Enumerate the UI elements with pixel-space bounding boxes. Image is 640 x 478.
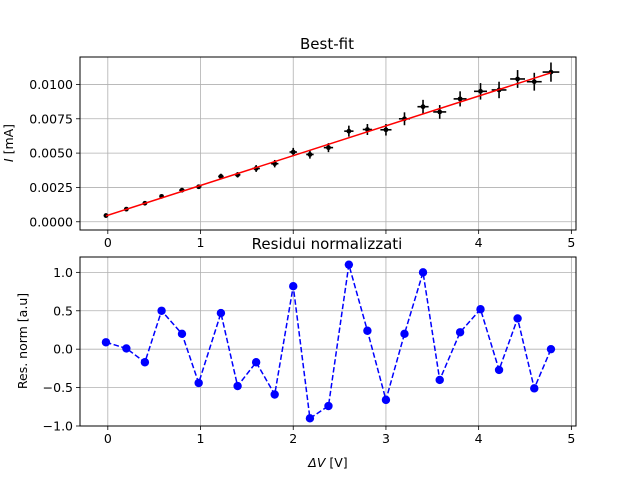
residual-marker (418, 268, 428, 277)
best-fit-y-tick-label: 0.0050 (29, 146, 73, 161)
residual-marker (216, 308, 226, 318)
residuals-series (101, 260, 556, 423)
data-point-marker (290, 149, 296, 155)
data-point-marker (326, 145, 331, 151)
residuals-y-tick-label: 0.5 (53, 303, 73, 318)
best-fit-x-tick-label: 4 (475, 235, 483, 250)
residual-marker (400, 329, 409, 339)
residual-marker (157, 306, 166, 315)
data-point-marker (420, 104, 426, 110)
residual-marker (476, 305, 485, 314)
best-fit-y-tick-label: 0.0000 (29, 214, 73, 229)
residual-marker (513, 314, 522, 323)
data-point-marker (531, 79, 537, 85)
best-fit-axes-frame (79, 56, 577, 231)
residual-marker (546, 344, 556, 354)
best-fit-grid (80, 57, 576, 230)
residual-marker (251, 358, 261, 367)
residual-marker (289, 281, 298, 291)
data-point-marker (307, 152, 313, 157)
residuals-y-tick-label: 0.0 (53, 342, 73, 357)
residuals-y-tick-label: −0.5 (43, 380, 73, 395)
residuals-y-tick-label: 1.0 (53, 265, 73, 280)
residuals-x-axis-label: ΔV [V] (307, 455, 347, 470)
residual-marker (363, 326, 372, 335)
residual-marker (233, 381, 242, 391)
best-fit-panel: Best-fit 0123450.00000.00250.00500.00750… (1, 35, 577, 250)
residual-marker (455, 328, 465, 337)
residual-marker (305, 414, 315, 423)
best-fit-y-axis-label: I [mA] (1, 124, 16, 162)
data-point-marker (478, 88, 483, 94)
residual-marker (435, 375, 444, 385)
y-axis-symbol: I (1, 158, 16, 162)
residual-marker (140, 358, 150, 367)
residuals-ticks: 0 1 2 3 4 5 −1.0 −0.5 0.0 0.5 1.0 (43, 265, 576, 446)
best-fit-title: Best-fit (300, 35, 354, 53)
data-point-marker (346, 128, 352, 134)
x-axis-unit: [V] (325, 455, 347, 470)
residuals-x-tick-label: 0 (104, 431, 112, 446)
fit-line (105, 72, 552, 217)
best-fit-y-tick-label: 0.0075 (29, 111, 73, 126)
data-point-marker (437, 109, 443, 115)
residuals-x-tick-label: 5 (567, 431, 575, 446)
residual-marker (194, 378, 203, 388)
best-fit-x-tick-label: 1 (197, 235, 205, 250)
residual-marker (381, 395, 391, 405)
residual-marker (101, 338, 111, 347)
data-point-marker (457, 96, 463, 102)
residual-marker (122, 344, 131, 353)
y-axis-unit: [mA] (1, 124, 16, 158)
residuals-y-tick-label: −1.0 (43, 419, 73, 434)
data-point-marker (383, 127, 389, 133)
residual-marker (344, 260, 354, 269)
residual-marker (270, 390, 279, 399)
data-point-marker (515, 76, 520, 82)
residuals-x-tick-label: 4 (475, 431, 483, 446)
residuals-title: Residui normalizzati (252, 235, 403, 253)
residuals-x-tick-label: 1 (197, 431, 205, 446)
residual-marker (494, 365, 504, 375)
best-fit-series (103, 62, 560, 218)
best-fit-y-tick-label: 0.0100 (29, 77, 73, 92)
residuals-panel: 0 1 2 3 4 5 −1.0 −0.5 0.0 0.5 1.0 Residui normaliz… (15, 234, 577, 470)
residual-marker (177, 329, 187, 339)
residuals-y-axis-label: Res. norm [a.u] (15, 293, 30, 389)
residuals-axes-frame (79, 256, 577, 427)
data-point-marker (218, 174, 224, 179)
x-axis-symbol: ΔV (307, 455, 327, 470)
residuals-x-tick-label: 2 (289, 431, 297, 446)
residuals-title-background (236, 234, 418, 253)
best-fit-y-tick-label: 0.0025 (29, 180, 73, 195)
residual-marker (324, 401, 333, 411)
residuals-x-tick-label: 3 (382, 431, 390, 446)
best-fit-x-tick-label: 5 (567, 235, 575, 250)
best-fit-x-tick-label: 0 (104, 235, 112, 250)
residual-marker (530, 384, 539, 393)
